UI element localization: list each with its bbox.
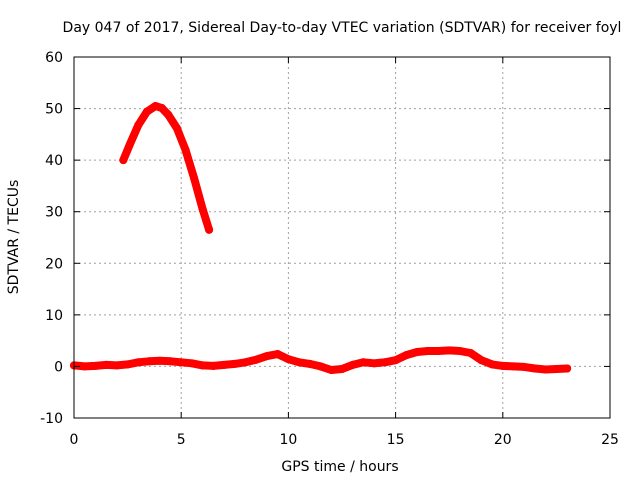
- series-2-point: [423, 346, 432, 355]
- x-tick-label: 5: [177, 432, 186, 448]
- series-2-point: [166, 357, 175, 366]
- series-2-point: [273, 350, 282, 359]
- series-2-point: [134, 358, 143, 367]
- series-2-point: [316, 362, 325, 371]
- plot-frame: [73, 56, 611, 419]
- series-2-point: [187, 359, 196, 368]
- y-tick-label: 60: [45, 50, 63, 66]
- series-2-point: [552, 365, 561, 374]
- x-tick-label: 20: [494, 432, 512, 448]
- x-tick-label: 0: [70, 432, 79, 448]
- series-2-point: [145, 357, 154, 366]
- series-2-point: [380, 358, 389, 367]
- series-2-point: [530, 364, 539, 373]
- series-2-point: [112, 361, 121, 370]
- plot-series: [70, 101, 572, 375]
- series-2-point: [413, 347, 422, 356]
- series-2-point: [327, 366, 336, 375]
- series-2-point: [520, 362, 529, 371]
- series-2-point: [477, 356, 486, 365]
- series-2-point: [434, 346, 443, 355]
- x-tick-label: 15: [387, 432, 405, 448]
- series-2-point: [391, 356, 400, 365]
- series-2-point: [466, 349, 475, 358]
- series-2-point: [338, 365, 346, 374]
- series-2-point: [123, 360, 132, 369]
- series-1-point: [119, 156, 128, 165]
- series-2-point: [295, 358, 304, 367]
- series-1-point: [125, 140, 134, 149]
- x-axis-label: GPS time / hours: [281, 459, 398, 475]
- series-2-point: [209, 361, 218, 370]
- y-tick-label: 20: [45, 256, 63, 272]
- x-tick-label: 25: [601, 432, 619, 448]
- x-tick-label: 10: [279, 432, 297, 448]
- series-1-point: [198, 205, 207, 214]
- series-2-point: [348, 360, 357, 369]
- series-2-point: [91, 361, 100, 370]
- y-tick-label: 30: [45, 205, 63, 221]
- series-2-point: [252, 355, 261, 364]
- series-2-point: [370, 359, 379, 368]
- axis-ticks: 0 5 10 15 20 25 -10 0 10 20 30 40 50 60: [40, 50, 619, 448]
- series-2-point: [230, 359, 239, 368]
- series-2-point: [262, 352, 271, 361]
- series-2-point: [80, 362, 89, 371]
- series-1-point: [157, 104, 166, 113]
- series-2-point: [155, 356, 164, 365]
- series-2-point: [509, 362, 518, 371]
- series-2-point: [455, 346, 464, 355]
- series-2-point: [177, 358, 186, 367]
- chart-title: Day 047 of 2017, Sidereal Day-to-day VTE…: [63, 20, 622, 36]
- series-2-point: [498, 361, 507, 370]
- series-2-point: [102, 360, 111, 369]
- series-1-point: [164, 110, 173, 119]
- series-1-point: [151, 101, 160, 110]
- y-tick-label: 10: [45, 308, 63, 324]
- y-tick-label: -10: [40, 411, 63, 427]
- series-2-point: [284, 355, 293, 364]
- series-2-point: [541, 365, 550, 374]
- series-1-point: [190, 174, 199, 183]
- series-2-point: [402, 351, 411, 360]
- series-1-point: [205, 225, 214, 234]
- series-1-point: [134, 121, 143, 130]
- series-1-point: [172, 124, 181, 133]
- y-axis-label: SDTVAR / TECUs: [6, 180, 22, 295]
- y-tick-label: 50: [45, 102, 63, 118]
- series-2-point: [445, 346, 454, 355]
- y-tick-label: 40: [45, 153, 63, 169]
- series-1-point: [181, 145, 190, 154]
- series-2-point: [305, 359, 314, 368]
- y-tick-label: 0: [54, 359, 63, 375]
- series-2-point: [563, 364, 572, 373]
- series-1-point: [142, 107, 151, 116]
- series-2-point: [198, 361, 207, 370]
- series-2-point: [241, 358, 250, 367]
- series-2-point: [359, 358, 368, 367]
- series-2-point: [488, 360, 497, 369]
- series-2-point: [220, 360, 229, 369]
